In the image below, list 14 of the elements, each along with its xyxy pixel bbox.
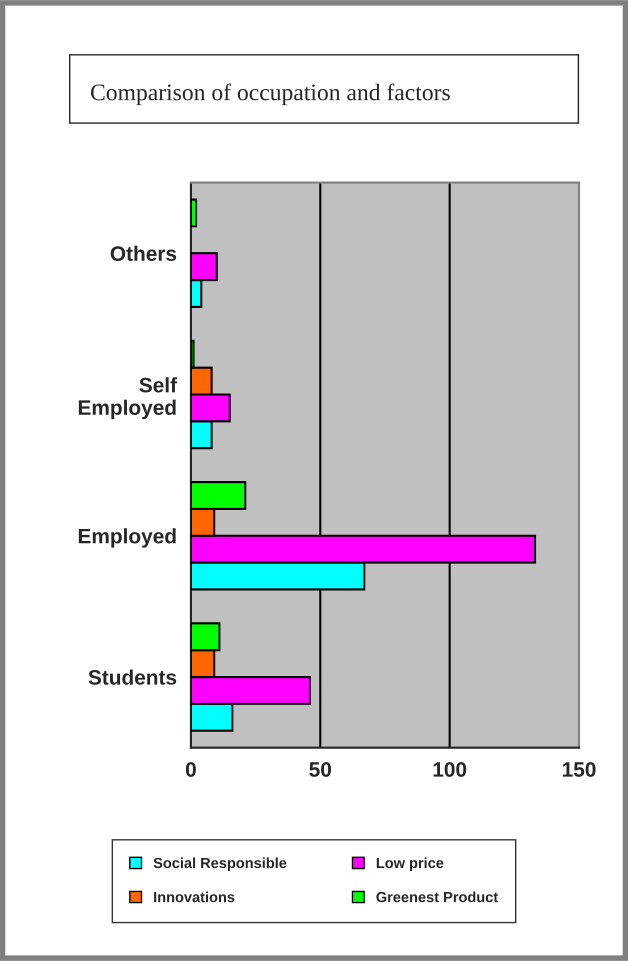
legend-label: Social Responsible	[154, 857, 286, 872]
x-tick-label: 100	[434, 762, 466, 777]
x-tick-label: 0	[186, 762, 196, 777]
chart-title: Comparison of occupation and factors	[91, 84, 450, 106]
bar	[190, 198, 198, 228]
y-tick-label: Self Employed	[78, 377, 178, 420]
x-tick-label: 50	[309, 762, 332, 777]
y-tick-label: Employed	[78, 528, 176, 548]
legend-label: Low price	[376, 857, 444, 872]
y-tick-label: Students	[88, 669, 176, 685]
legend-label: Greenest Product	[376, 892, 498, 902]
x-tick-label: 150	[562, 762, 596, 777]
legend-label: Innovations	[154, 892, 234, 902]
y-tick-label: Others	[110, 246, 176, 261]
